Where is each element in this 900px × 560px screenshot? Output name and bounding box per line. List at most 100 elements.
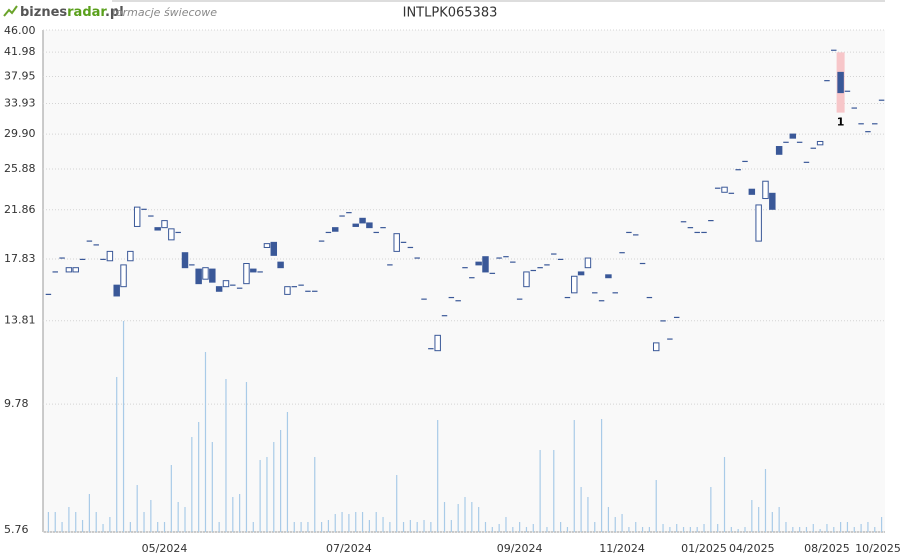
volume-bar (546, 527, 548, 532)
volume-bar (491, 527, 493, 532)
candle-body (359, 217, 366, 224)
volume-bar (635, 522, 637, 532)
candle-body (181, 252, 189, 269)
volume-bar (300, 522, 302, 532)
volume-bar (143, 512, 145, 532)
candle-body (789, 133, 797, 139)
volume-bar (484, 522, 487, 532)
y-tick-label: 33.93 (4, 97, 36, 110)
candle-body (482, 256, 489, 273)
volume-bar (560, 522, 562, 532)
volume-bar (368, 520, 370, 532)
volume-bar (450, 520, 452, 532)
candle-body (393, 233, 400, 252)
volume-bar (799, 527, 801, 532)
candle-body (209, 268, 216, 283)
volume-bar (689, 527, 691, 532)
candle-body (769, 192, 776, 210)
candle-body (215, 286, 223, 292)
volume-bar (648, 527, 650, 532)
x-tick-label: 09/2024 (497, 542, 543, 555)
volume-bar (218, 522, 220, 532)
candle-body (816, 140, 824, 146)
volume-bar (116, 377, 118, 532)
candle-body (762, 180, 769, 200)
volume-bar (341, 512, 343, 532)
y-tick-label: 25.88 (4, 162, 36, 175)
x-tick-label: 05/2024 (142, 542, 188, 555)
candle-body (127, 250, 134, 262)
volume-bar (225, 379, 227, 532)
volume-bar (553, 450, 555, 532)
volume-bar (566, 527, 569, 532)
candle-body (748, 188, 756, 195)
volume-bar (594, 522, 596, 532)
candle-body (72, 267, 79, 273)
volume-bar (177, 502, 179, 532)
logo-icon (3, 5, 18, 17)
volume-bar (170, 465, 172, 532)
candle-body (366, 222, 373, 229)
candle-body (605, 274, 612, 279)
volume-bar (280, 430, 282, 532)
candle-body (154, 227, 161, 231)
x-tick-label: 07/2024 (326, 542, 372, 555)
volume-bar (402, 522, 405, 532)
logo-part: .pl (105, 5, 124, 20)
volume-bar (717, 524, 719, 532)
volume-bar (771, 512, 773, 532)
candle-body (837, 71, 844, 94)
x-tick-label: 04/2025 (729, 542, 775, 555)
volume-bar (122, 321, 125, 532)
volume-bar (382, 517, 384, 532)
volume-bar (662, 524, 664, 532)
volume-bar (163, 522, 166, 532)
candle-body (270, 241, 278, 256)
volume-bar (819, 529, 821, 532)
volume-bar (68, 507, 70, 532)
volume-bar (676, 524, 678, 532)
volume-bar (669, 527, 671, 532)
volume-bar (805, 527, 808, 532)
volume-bar (136, 485, 138, 532)
volume-bar (696, 527, 698, 532)
subtitle: formacje świecowe (112, 6, 217, 19)
volume-bar (532, 524, 534, 532)
volume-bar (478, 507, 480, 532)
volume-bar (471, 502, 473, 532)
candle-body (475, 261, 482, 266)
volume-bar (723, 457, 726, 532)
candle-body (202, 267, 209, 280)
volume-bar (710, 487, 712, 532)
candle-body (352, 223, 359, 227)
volume-bar (764, 469, 767, 532)
volume-bar (81, 520, 84, 532)
volume-bar (751, 500, 753, 532)
volume-bar (867, 522, 869, 532)
volume-bar (519, 522, 521, 532)
y-tick-label: 13.81 (4, 314, 36, 327)
volume-bar (266, 457, 268, 532)
volume-bar (150, 500, 152, 532)
logo-part: radar (67, 5, 107, 20)
candle-body (168, 228, 175, 241)
candle-body (133, 206, 141, 227)
volume-bar (498, 524, 500, 532)
volume-bar (573, 420, 575, 532)
volume-bar (792, 527, 794, 532)
volume-bar (307, 522, 309, 532)
volume-bar (361, 512, 364, 532)
volume-bar (375, 512, 377, 532)
volume-bar (416, 522, 418, 532)
volume-bar (846, 522, 849, 532)
volume-bar (430, 522, 432, 532)
y-tick-label: 37.95 (4, 69, 36, 82)
y-tick-label: 17.83 (4, 252, 36, 265)
candle-body (113, 284, 120, 297)
volume-bar (682, 527, 685, 532)
volume-bar (614, 517, 616, 532)
volume-bar (320, 522, 323, 532)
volume-bar (54, 512, 56, 532)
volume-bar (730, 527, 732, 532)
volume-bar (259, 460, 261, 532)
